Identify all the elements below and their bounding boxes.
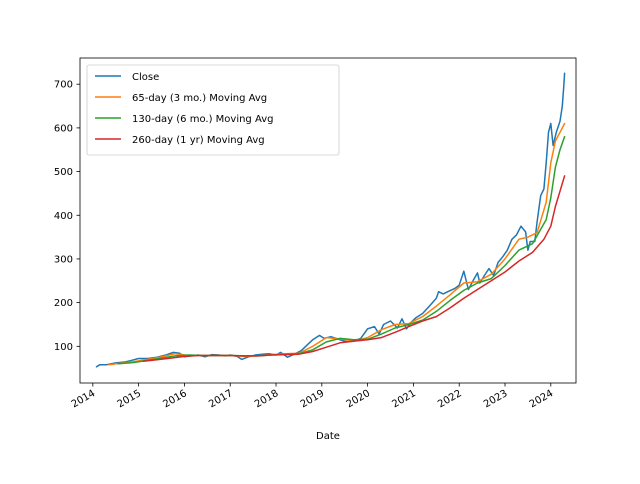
y-tick-label: 400	[54, 211, 73, 222]
y-tick-label: 200	[54, 298, 73, 309]
series-layer	[95, 72, 566, 368]
y-tick-label: 100	[54, 342, 73, 353]
y-tick-label: 300	[54, 254, 73, 265]
y-tick-label: 600	[54, 123, 73, 134]
legend-label-1: 65-day (3 mo.) Moving Avg	[132, 93, 267, 104]
x-axis-label: Date	[316, 431, 340, 442]
series-line-3	[142, 175, 566, 362]
y-tick-label: 500	[54, 167, 73, 178]
legend-box	[86, 64, 340, 156]
legend-label-3: 260-day (1 yr) Moving Avg	[132, 135, 265, 146]
legend-label-0: Close	[132, 72, 159, 83]
y-tick-label: 700	[54, 80, 73, 91]
legend: Close 65-day (3 mo.) Moving Avg 130-day (6…	[86, 64, 340, 156]
y-axis-ticks: 100 200 300 400 500 600 700	[54, 80, 80, 353]
legend-label-2: 130-day (6 mo.) Moving Avg	[132, 114, 273, 125]
axes-frame	[79, 57, 577, 384]
